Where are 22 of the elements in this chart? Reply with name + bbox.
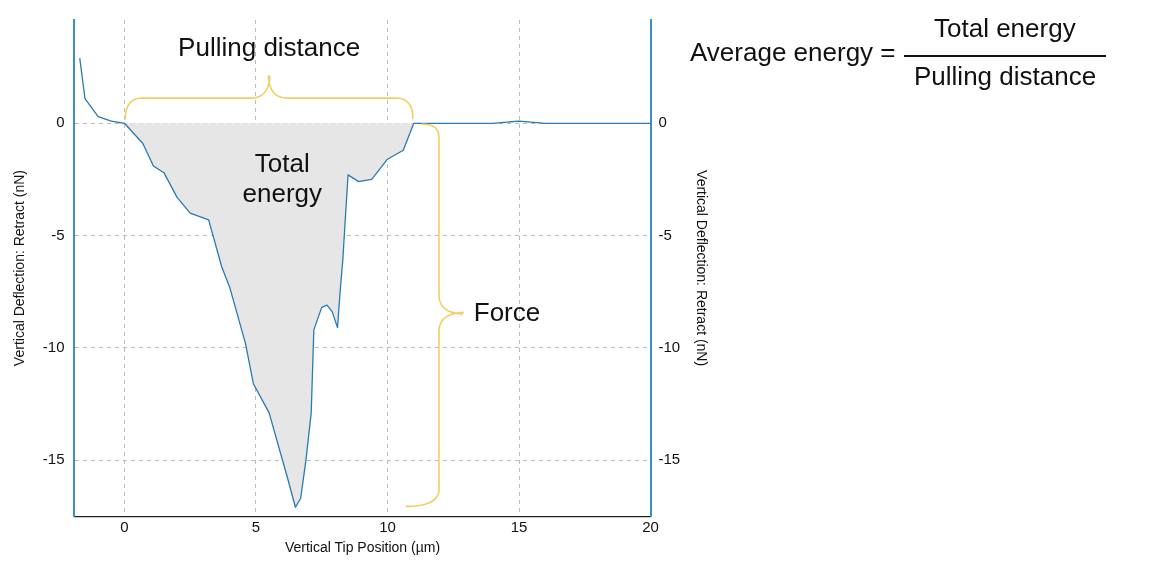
y2-tick-label: -5 [658, 225, 672, 243]
y-tick-label: 0 [56, 113, 65, 131]
y2-axis-title: Vertical Deflection: Retract (nN) [693, 170, 710, 367]
y2-tick-label: -15 [658, 450, 681, 468]
y2-tick-label: 0 [658, 113, 667, 131]
x-tick-label: 20 [642, 518, 659, 536]
y-axis-title: Vertical Deflection: Retract (nN) [11, 170, 28, 367]
text: Average energy = [690, 37, 896, 68]
x-tick-label: 0 [120, 518, 129, 536]
x-tick-label: 10 [379, 518, 396, 536]
y-tick-label: -15 [42, 450, 65, 468]
y-tick-label: -5 [51, 225, 65, 243]
x-axis-title: Vertical Tip Position (µm) [284, 539, 441, 556]
text: Pulling distance [914, 61, 1097, 92]
x-tick-label: 15 [510, 518, 528, 536]
x-tick-label: 5 [251, 518, 261, 536]
y-tick-label: -10 [42, 337, 65, 355]
annotation: Total energy [241, 148, 323, 210]
text: Total energy [934, 13, 1076, 44]
y2-tick-label: -10 [658, 337, 681, 355]
annotation: Pulling distance [178, 32, 361, 64]
annotation: Force [473, 297, 541, 329]
